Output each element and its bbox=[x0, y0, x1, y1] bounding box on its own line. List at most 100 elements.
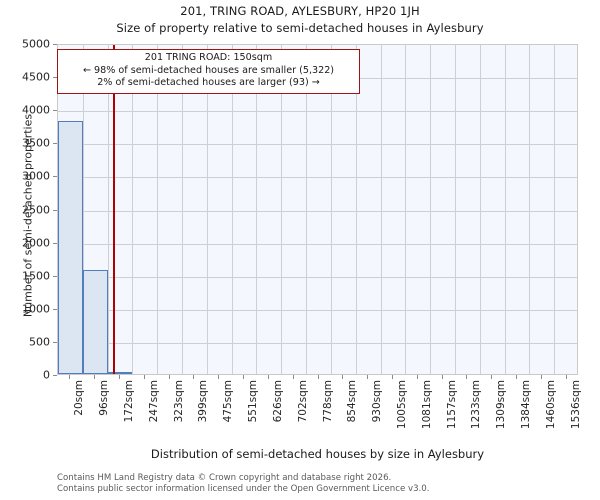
x-tick-mark bbox=[515, 375, 517, 379]
x-tick-label: 1157sqm bbox=[445, 380, 458, 430]
gridline-horizontal bbox=[58, 210, 577, 212]
x-axis-title: Distribution of semi-detached houses by … bbox=[150, 447, 485, 461]
x-tick-label: 399sqm bbox=[197, 380, 210, 423]
gridline-vertical bbox=[380, 45, 382, 374]
x-tick-mark bbox=[441, 375, 443, 379]
x-tick-mark bbox=[565, 375, 567, 379]
y-tick-mark bbox=[53, 242, 57, 244]
gridline-vertical bbox=[454, 45, 456, 374]
gridline-horizontal bbox=[58, 276, 577, 278]
gridline-horizontal bbox=[58, 243, 577, 245]
gridline-vertical bbox=[82, 45, 84, 374]
x-tick-label: 172sqm bbox=[123, 380, 136, 423]
y-tick-mark bbox=[53, 110, 57, 112]
gridline-horizontal bbox=[58, 144, 577, 146]
x-tick-mark bbox=[243, 375, 245, 379]
footer-attribution: Contains HM Land Registry data © Crown c… bbox=[57, 473, 429, 494]
x-tick-label: 702sqm bbox=[296, 380, 309, 423]
chart-subtitle: Size of property relative to semi-detach… bbox=[116, 21, 484, 35]
x-tick-label: 778sqm bbox=[321, 380, 334, 423]
y-tick-mark bbox=[53, 143, 57, 145]
y-axis-title: Number of semi-detached properties bbox=[21, 113, 35, 318]
y-tick-mark bbox=[53, 176, 57, 178]
gridline-vertical bbox=[479, 45, 481, 374]
x-tick-label: 1005sqm bbox=[395, 380, 408, 430]
x-tick-mark bbox=[168, 375, 170, 379]
x-tick-label: 1309sqm bbox=[495, 380, 508, 430]
x-tick-mark bbox=[491, 375, 493, 379]
x-tick-label: 323sqm bbox=[172, 380, 185, 423]
gridline-vertical bbox=[430, 45, 432, 374]
y-tick-label: 500 bbox=[29, 335, 50, 349]
x-tick-mark bbox=[342, 375, 344, 379]
x-tick-mark bbox=[540, 375, 542, 379]
y-tick-label: 1000 bbox=[22, 302, 50, 316]
gridline-horizontal bbox=[58, 111, 577, 113]
y-tick-label: 3500 bbox=[22, 136, 50, 150]
gridline-vertical bbox=[405, 45, 407, 374]
x-tick-label: 551sqm bbox=[247, 380, 260, 423]
gridline-horizontal bbox=[58, 342, 577, 344]
x-tick-mark bbox=[143, 375, 145, 379]
y-tick-label: 0 bbox=[43, 368, 50, 382]
property-marker-line bbox=[112, 45, 115, 374]
gridline-vertical bbox=[231, 45, 233, 374]
y-tick-label: 1500 bbox=[22, 269, 50, 283]
x-tick-label: 1233sqm bbox=[470, 380, 483, 430]
y-tick-mark bbox=[53, 375, 57, 376]
y-tick-label: 4000 bbox=[22, 103, 50, 117]
x-tick-label: 20sqm bbox=[73, 380, 86, 416]
x-tick-mark bbox=[69, 375, 71, 379]
gridline-vertical bbox=[132, 45, 134, 374]
y-tick-label: 2500 bbox=[22, 203, 50, 216]
x-tick-label: 96sqm bbox=[98, 380, 111, 416]
y-tick-mark bbox=[53, 209, 57, 211]
x-tick-label: 626sqm bbox=[271, 380, 284, 423]
gridline-vertical bbox=[554, 45, 556, 374]
gridline-vertical bbox=[206, 45, 208, 374]
x-tick-mark bbox=[218, 375, 220, 379]
x-tick-label: 1460sqm bbox=[544, 380, 557, 430]
y-tick-label: 3000 bbox=[22, 169, 50, 183]
y-tick-mark bbox=[53, 275, 57, 277]
y-tick-mark bbox=[53, 308, 57, 310]
gridline-vertical bbox=[355, 45, 357, 374]
annotation-line-1: 201 TRING ROAD: 150sqm bbox=[144, 52, 273, 63]
x-tick-mark bbox=[94, 375, 96, 379]
y-tick-mark bbox=[53, 341, 57, 343]
gridline-vertical bbox=[256, 45, 258, 374]
y-tick-label: 2000 bbox=[22, 236, 50, 250]
x-tick-label: 1536sqm bbox=[569, 380, 582, 430]
gridline-vertical bbox=[107, 45, 109, 374]
y-tick-mark bbox=[53, 77, 57, 79]
x-tick-label: 1384sqm bbox=[519, 380, 532, 430]
x-tick-mark bbox=[317, 375, 319, 379]
x-tick-label: 475sqm bbox=[222, 380, 235, 423]
x-tick-mark bbox=[267, 375, 269, 379]
y-tick-label: 5000 bbox=[22, 37, 50, 51]
annotation-line-2: ← 98% of semi-detached houses are smalle… bbox=[82, 64, 335, 76]
bar-20sqm bbox=[58, 121, 83, 374]
x-tick-mark bbox=[367, 375, 369, 379]
property-annotation-box: 201 TRING ROAD: 150sqm ← 98% of semi-det… bbox=[57, 49, 360, 94]
gridline-horizontal bbox=[58, 177, 577, 179]
gridline-vertical bbox=[182, 45, 184, 374]
y-tick-label: 4500 bbox=[22, 70, 50, 84]
footer-line-1: Contains HM Land Registry data © Crown c… bbox=[57, 473, 392, 483]
x-tick-label: 854sqm bbox=[346, 380, 359, 423]
x-tick-mark bbox=[391, 375, 393, 379]
gridline-horizontal bbox=[58, 309, 577, 311]
bar-96sqm bbox=[82, 270, 108, 374]
gridline-vertical bbox=[306, 45, 308, 374]
footer-line-2: Contains public sector information licen… bbox=[57, 483, 430, 494]
x-tick-label: 247sqm bbox=[147, 380, 160, 423]
annotation-line-3: 2% of semi-detached houses are larger (9… bbox=[97, 77, 320, 88]
gridline-vertical bbox=[157, 45, 159, 374]
x-tick-mark bbox=[119, 375, 121, 379]
bar-172sqm bbox=[107, 372, 133, 374]
gridline-vertical bbox=[504, 45, 506, 374]
chart-title: 201, TRING ROAD, AYLESBURY, HP20 1JH bbox=[180, 4, 420, 18]
x-tick-mark bbox=[466, 375, 468, 379]
